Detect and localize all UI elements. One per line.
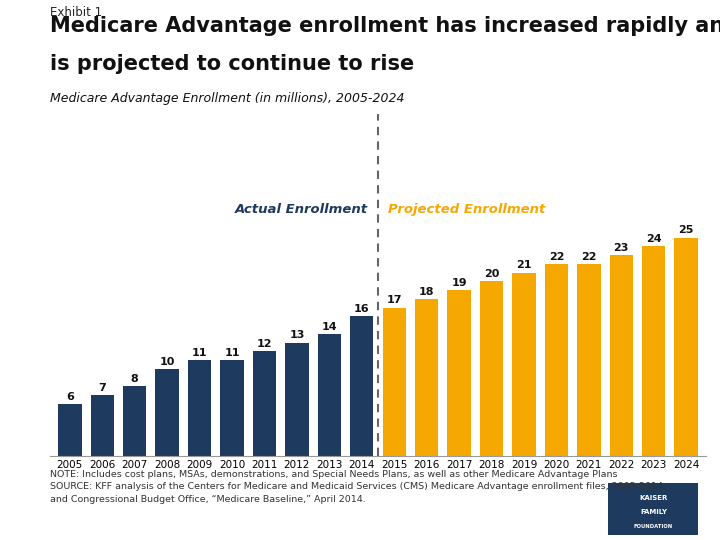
- Text: 10: 10: [160, 356, 175, 367]
- Text: NOTE: Includes cost plans, MSAs, demonstrations, and Special Needs Plans, as wel: NOTE: Includes cost plans, MSAs, demonst…: [50, 470, 667, 504]
- Text: 24: 24: [646, 234, 662, 244]
- Bar: [415, 299, 438, 456]
- Text: 18: 18: [419, 287, 434, 296]
- Text: 11: 11: [225, 348, 240, 358]
- Text: FOUNDATION: FOUNDATION: [634, 524, 673, 529]
- Bar: [123, 386, 146, 456]
- Text: 25: 25: [678, 225, 694, 235]
- Text: 19: 19: [451, 278, 467, 288]
- Text: Medicare Advantage Enrollment (in millions), 2005-2024: Medicare Advantage Enrollment (in millio…: [50, 92, 405, 105]
- Bar: [318, 334, 341, 456]
- Text: 16: 16: [354, 304, 369, 314]
- Text: 22: 22: [549, 252, 564, 261]
- Text: Exhibit 1: Exhibit 1: [50, 6, 102, 19]
- Text: 11: 11: [192, 348, 207, 358]
- Bar: [545, 264, 568, 456]
- Bar: [253, 352, 276, 456]
- Bar: [156, 369, 179, 456]
- Bar: [91, 395, 114, 456]
- Text: 8: 8: [131, 374, 139, 384]
- Text: 7: 7: [99, 383, 106, 393]
- Text: 12: 12: [257, 339, 272, 349]
- Bar: [480, 281, 503, 456]
- Bar: [382, 307, 406, 456]
- Text: 23: 23: [613, 243, 629, 253]
- Bar: [350, 316, 374, 456]
- Text: Projected Enrollment: Projected Enrollment: [388, 202, 545, 215]
- Bar: [675, 238, 698, 456]
- Bar: [642, 246, 665, 456]
- Text: 20: 20: [484, 269, 499, 279]
- Bar: [513, 273, 536, 456]
- Text: 6: 6: [66, 392, 73, 402]
- Bar: [577, 264, 600, 456]
- Text: 17: 17: [387, 295, 402, 305]
- Text: Medicare Advantage enrollment has increased rapidly and: Medicare Advantage enrollment has increa…: [50, 16, 720, 36]
- Bar: [188, 360, 211, 456]
- Text: KAISER: KAISER: [639, 495, 667, 501]
- Text: 14: 14: [322, 322, 337, 332]
- Bar: [285, 342, 309, 456]
- Text: FAMILY: FAMILY: [640, 509, 667, 515]
- Bar: [58, 404, 81, 456]
- Bar: [220, 360, 243, 456]
- Text: Actual Enrollment: Actual Enrollment: [235, 202, 368, 215]
- Text: 21: 21: [516, 260, 531, 271]
- Text: 22: 22: [581, 252, 597, 261]
- Bar: [447, 290, 471, 456]
- Bar: [610, 255, 633, 456]
- Text: is projected to continue to rise: is projected to continue to rise: [50, 54, 415, 74]
- Text: 13: 13: [289, 330, 305, 340]
